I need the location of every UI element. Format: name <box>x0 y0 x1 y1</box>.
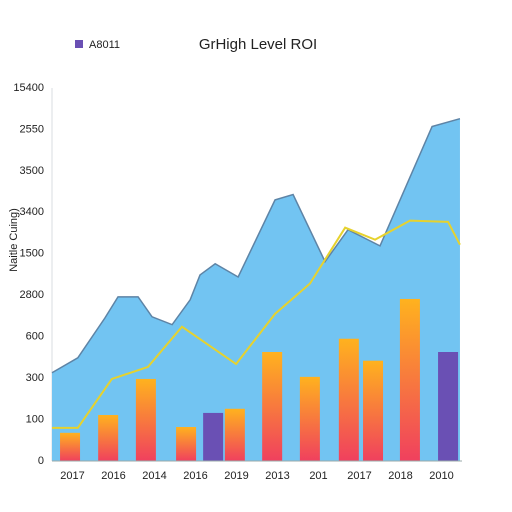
y-tick-label: 600 <box>26 331 44 343</box>
x-tick-label: 2017 <box>347 470 371 482</box>
legend-label: A8011 <box>89 39 120 51</box>
x-tick-label: 2016 <box>101 470 125 482</box>
y-tick-label: 1500 <box>20 248 44 260</box>
bar <box>224 408 245 461</box>
y-tick-label: 2550 <box>20 123 44 135</box>
x-tick-label: 2017 <box>60 470 84 482</box>
y-tick-label: 15400 <box>13 82 44 94</box>
x-tick-label: 2016 <box>183 470 207 482</box>
bar <box>135 378 156 461</box>
legend-swatch <box>75 40 83 48</box>
bar <box>338 338 359 461</box>
y-tick-label: 100 <box>26 413 44 425</box>
bar <box>399 298 420 461</box>
bar <box>203 412 224 461</box>
y-tick-label: 3400 <box>20 206 44 218</box>
y-tick-label: 2800 <box>20 289 44 301</box>
bar <box>363 360 384 461</box>
y-tick-label: 3500 <box>20 165 44 177</box>
bar <box>262 352 283 461</box>
x-tick-label: 2013 <box>265 470 289 482</box>
y-tick-label: 300 <box>26 372 44 384</box>
x-tick-label: 2014 <box>142 470 166 482</box>
y-tick-label: 0 <box>38 455 44 467</box>
area-outline <box>51 117 461 374</box>
chart-title: GrHigh Level ROI <box>199 36 317 53</box>
bar <box>60 432 81 461</box>
bar <box>438 352 459 461</box>
x-tick-label: 2018 <box>388 470 412 482</box>
bar <box>176 427 197 461</box>
y-axis-label: Naitle Cuing) <box>8 208 20 272</box>
bar <box>299 376 320 461</box>
x-tick-label: 201 <box>309 470 327 482</box>
area <box>52 118 460 462</box>
line <box>52 219 461 429</box>
x-tick-label: 2019 <box>224 470 248 482</box>
x-tick-label: 2010 <box>429 470 453 482</box>
bar <box>98 414 119 461</box>
